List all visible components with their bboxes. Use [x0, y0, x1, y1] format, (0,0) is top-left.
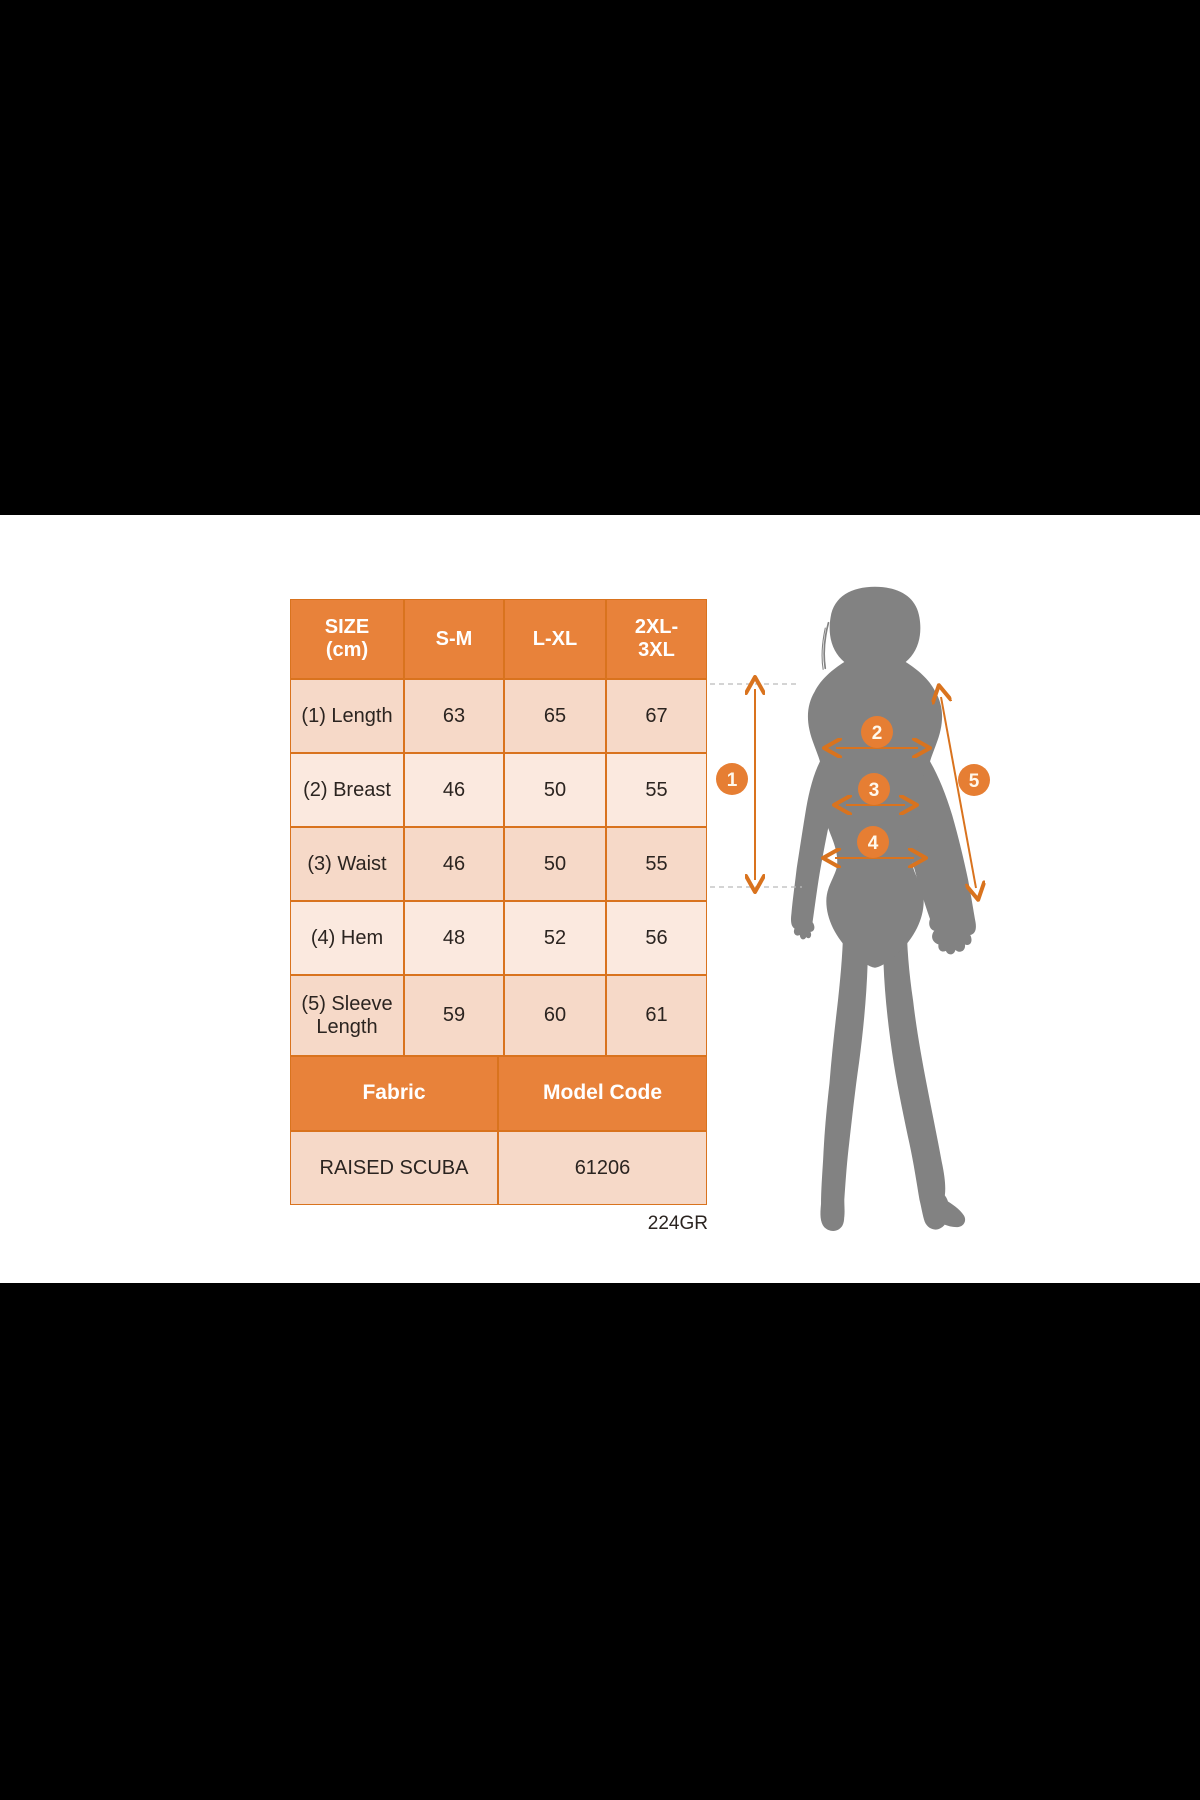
svg-text:1: 1 — [727, 770, 738, 791]
svg-text:2: 2 — [872, 723, 883, 744]
svg-text:3: 3 — [869, 780, 880, 801]
svg-text:5: 5 — [969, 771, 980, 792]
svg-text:4: 4 — [868, 833, 879, 854]
